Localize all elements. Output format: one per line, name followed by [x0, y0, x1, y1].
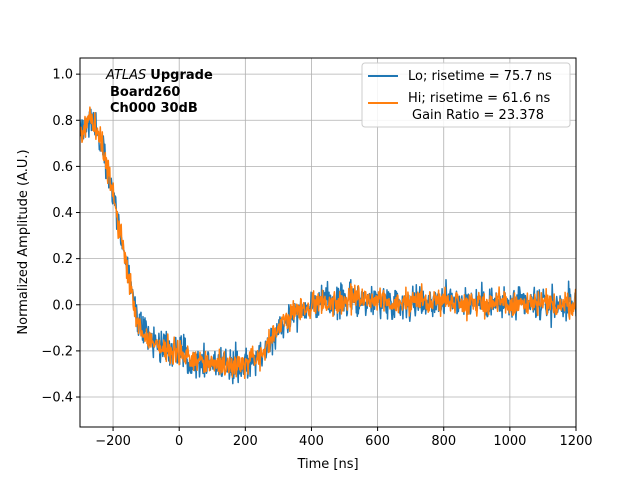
plot-frame: [79, 57, 577, 428]
annotation-bold: Upgrade: [150, 68, 213, 83]
x-ticks: −200 0 200 400 600 800 1000 1200: [95, 427, 593, 449]
x-tick-label: 1200: [559, 434, 592, 449]
series-line-hi: [80, 106, 576, 380]
series-line-lo: [80, 108, 576, 385]
x-tick-label: 200: [233, 434, 258, 449]
legend-box: [361, 62, 571, 128]
legend-label-gain-ratio: Gain Ratio = 23.378: [412, 108, 544, 123]
legend-label-lo: Lo; risetime = 75.7 ns: [408, 69, 552, 84]
y-axis-label: Normalized Amplitude (A.U.): [16, 149, 31, 334]
annotation-line-1: ATLAS Upgrade: [105, 68, 213, 83]
x-tick-label: 600: [365, 434, 390, 449]
legend: Lo; risetime = 75.7 ns Hi; risetime = 61…: [361, 62, 571, 128]
annotation-line-3: Ch000 30dB: [110, 101, 198, 116]
y-tick-label: 0.6: [52, 160, 73, 175]
y-tick-label: 0.8: [52, 114, 73, 129]
y-tick-label: 0.4: [52, 206, 73, 221]
annotation-italic: ATLAS: [105, 68, 146, 83]
x-tick-label: 800: [431, 434, 456, 449]
annotation-line-2: Board260: [110, 85, 180, 100]
legend-label-hi: Hi; risetime = 61.6 ns: [408, 91, 550, 106]
x-tick-label: 400: [299, 434, 324, 449]
y-ticks: −0.4 −0.2 0.0 0.2 0.4 0.6 0.8 1.0: [41, 68, 80, 406]
x-tick-label: 0: [175, 434, 183, 449]
series-layer: [80, 106, 576, 385]
y-tick-label: 0.0: [52, 298, 73, 313]
x-axis-label: Time [ns]: [296, 457, 358, 472]
y-tick-label: 1.0: [52, 68, 73, 83]
x-tick-label: 1000: [493, 434, 526, 449]
y-tick-label: −0.4: [41, 391, 73, 406]
y-tick-label: 0.2: [52, 252, 73, 267]
x-tick-label: −200: [95, 434, 131, 449]
atlas-annotation: ATLAS Upgrade Board260 Ch000 30dB: [105, 68, 213, 116]
y-tick-label: −0.2: [41, 344, 73, 359]
